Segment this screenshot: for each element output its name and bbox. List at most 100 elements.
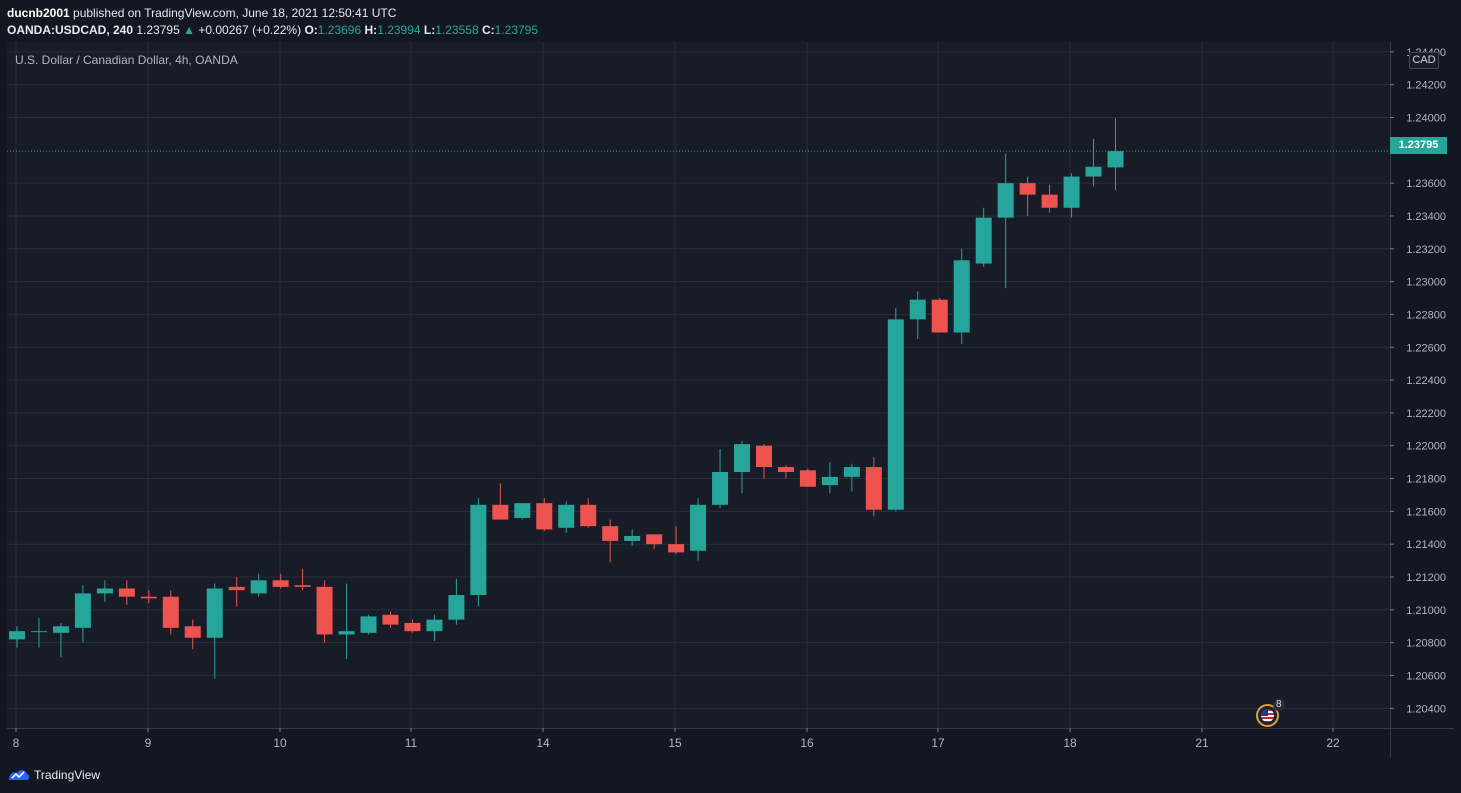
x-tick-label: 22 — [1326, 736, 1340, 750]
chart-pane[interactable]: 1.20400 1.20600 1.20800 1.21000 1.21200 1.214… — [7, 42, 1454, 757]
candle-body — [690, 504, 707, 551]
tradingview-logo-icon[interactable] — [7, 766, 31, 782]
candle-body — [646, 534, 663, 545]
candle-body — [338, 631, 355, 635]
candle-body — [206, 588, 223, 638]
candle-body — [909, 299, 926, 320]
candle-body — [514, 503, 531, 518]
last-price: 1.23795 — [136, 23, 180, 37]
candle-body — [558, 504, 575, 528]
candle-body — [1041, 194, 1058, 208]
candle-body — [734, 444, 751, 472]
candle-body — [1085, 166, 1102, 177]
candle-body — [30, 631, 47, 633]
candle-body — [272, 580, 289, 587]
y-tick-label: 1.23600 — [1406, 178, 1446, 190]
x-tick-label: 16 — [800, 736, 814, 750]
candle-body — [580, 504, 597, 527]
candle-body — [470, 504, 487, 596]
x-tick-label: 15 — [668, 736, 682, 750]
author-name[interactable]: ducnb2001 — [7, 6, 70, 20]
candle-body — [777, 467, 794, 472]
candle-body — [668, 544, 685, 553]
y-tick-label: 1.24200 — [1406, 80, 1446, 92]
chart-header: ducnb2001 published on TradingView.com, … — [0, 0, 1461, 42]
y-tick-label: 1.20400 — [1406, 703, 1446, 715]
footer-brand[interactable]: TradingView — [34, 768, 101, 782]
candle-body — [404, 622, 421, 632]
candle-body — [228, 586, 245, 591]
candle-body — [360, 616, 377, 633]
candle-body — [184, 626, 201, 638]
publish-info: ducnb2001 published on TradingView.com, … — [7, 6, 396, 20]
x-tick-label: 9 — [145, 736, 152, 750]
candle-body — [118, 588, 135, 597]
candle-body — [316, 586, 333, 635]
candle-body — [799, 470, 816, 487]
candle-body — [931, 299, 948, 333]
candle-body — [975, 217, 992, 264]
x-tick-label: 8 — [13, 736, 20, 750]
price-axis-background — [1390, 42, 1454, 757]
x-tick-label: 21 — [1195, 736, 1209, 750]
candle-body — [52, 626, 69, 633]
candle-body — [382, 614, 399, 625]
x-tick-label: 11 — [405, 736, 418, 750]
symbol-label: OANDA:USDCAD, 240 — [7, 23, 134, 37]
high-value: 1.23994 — [377, 23, 421, 37]
low-value: 1.23558 — [435, 23, 479, 37]
up-arrow-icon: ▲ — [183, 23, 195, 37]
close-label: C: — [481, 23, 495, 37]
open-value: 1.23696 — [317, 23, 362, 37]
candle-body — [9, 631, 25, 640]
event-count-badge: 8 — [1273, 699, 1285, 711]
candle-body — [953, 260, 970, 333]
y-tick-label: 1.21200 — [1406, 572, 1446, 584]
y-tick-label: 1.22800 — [1406, 309, 1446, 321]
ohlc-legend: OANDA:USDCAD, 240 1.23795 ▲ +0.00267 (+0… — [7, 23, 538, 37]
y-tick-label: 1.24000 — [1406, 112, 1446, 124]
candle-body — [74, 593, 91, 628]
candle-body — [250, 580, 267, 594]
y-tick-label: 1.22400 — [1406, 375, 1446, 387]
x-tick-label: 18 — [1063, 736, 1077, 750]
y-tick-label: 1.22600 — [1406, 342, 1446, 354]
y-tick-label: 1.20600 — [1406, 670, 1446, 682]
footer: TradingView — [0, 757, 1461, 793]
publish-text: published on TradingView.com, June 18, 2… — [69, 6, 397, 20]
candle-body — [843, 467, 860, 477]
open-label: O: — [304, 23, 318, 37]
time-axis-background — [7, 728, 1454, 757]
candle-body — [755, 445, 772, 468]
candle-body — [997, 183, 1014, 218]
candle-body — [821, 476, 838, 486]
close-value: 1.23795 — [494, 23, 539, 37]
candle-body — [1063, 176, 1080, 208]
candle-body — [140, 596, 157, 599]
x-tick-label: 14 — [536, 736, 550, 750]
y-tick-label: 1.22000 — [1406, 441, 1446, 453]
y-tick-label: 1.20800 — [1406, 638, 1446, 650]
candle-body — [294, 585, 311, 587]
last-price-tag: 1.23795 — [1390, 137, 1447, 154]
x-tick-label: 10 — [273, 736, 287, 750]
candle-body — [492, 504, 509, 520]
us-flag-icon[interactable] — [1256, 704, 1279, 727]
currency-label[interactable]: CAD — [1409, 52, 1439, 69]
y-tick-label: 1.23400 — [1406, 211, 1446, 223]
candle-body — [96, 588, 113, 594]
candle-body — [448, 595, 465, 620]
candle-body — [1107, 151, 1124, 168]
y-tick-label: 1.21400 — [1406, 539, 1446, 551]
candle-body — [1019, 183, 1036, 195]
candlestick-chart[interactable]: 1.20400 1.20600 1.20800 1.21000 1.21200 1.214… — [7, 42, 1454, 757]
high-label: H: — [364, 23, 378, 37]
candle-body — [426, 619, 443, 632]
y-tick-label: 1.23200 — [1406, 244, 1446, 256]
y-tick-label: 1.23000 — [1406, 277, 1446, 289]
candle-body — [712, 471, 729, 505]
candle-body — [887, 319, 904, 510]
y-tick-label: 1.21000 — [1406, 605, 1446, 617]
candle-body — [624, 535, 641, 541]
y-tick-label: 1.21600 — [1406, 506, 1446, 518]
